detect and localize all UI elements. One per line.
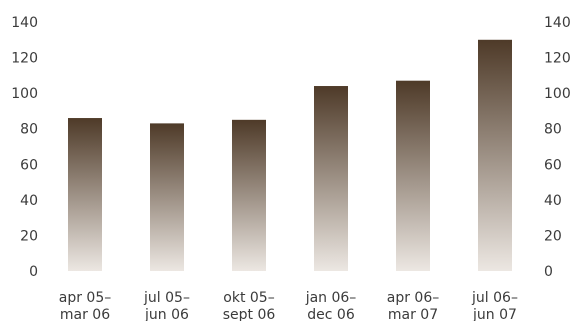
x-category-label-line: dec 06 — [307, 307, 355, 321]
y-tick-label-left: 60 — [20, 157, 38, 173]
y-axis-left: 0 20 40 60 80 100 120 140 — [11, 15, 38, 280]
y-tick-label-left: 120 — [11, 51, 38, 67]
y-tick-label-right: 100 — [544, 86, 571, 102]
x-category-label: jul 05– jun 06 — [143, 290, 190, 321]
x-axis-labels: apr 05– mar 06 jul 05– jun 06 okt 05– sept 06… — [59, 290, 518, 321]
bar — [150, 123, 184, 271]
x-category-label-line: mar 06 — [60, 307, 110, 321]
x-category-label-line: jan 06– — [305, 290, 357, 306]
x-category-label: apr 06– mar 07 — [387, 290, 440, 321]
x-category-label: okt 05– sept 06 — [223, 290, 276, 321]
y-tick-label-left: 40 — [20, 193, 38, 209]
x-category-label-line: jul 05– — [143, 290, 190, 306]
y-tick-label-left: 100 — [11, 86, 38, 102]
y-axis-right: 0 20 40 60 80 100 120 140 — [544, 15, 571, 280]
y-tick-label-left: 0 — [29, 264, 38, 280]
y-tick-label-right: 120 — [544, 51, 571, 67]
y-tick-label-right: 20 — [544, 228, 562, 244]
bar — [478, 39, 512, 272]
y-tick-label-left: 140 — [11, 15, 38, 31]
bars — [68, 39, 512, 272]
x-category-label: apr 05– mar 06 — [59, 290, 112, 321]
x-category-label-line: apr 05– — [59, 290, 112, 306]
x-category-label: jul 06– jun 07 — [471, 290, 518, 321]
x-category-label-line: okt 05– — [223, 290, 274, 306]
bar — [232, 119, 266, 271]
y-tick-label-left: 80 — [20, 122, 38, 138]
x-category-label-line: jul 06– — [471, 290, 518, 306]
y-tick-label-right: 40 — [544, 193, 562, 209]
bar — [68, 118, 102, 272]
y-tick-label-left: 20 — [20, 228, 38, 244]
x-category-label-line: sept 06 — [223, 307, 276, 321]
y-tick-label-right: 0 — [544, 264, 553, 280]
x-category-label: jan 06– dec 06 — [305, 290, 357, 321]
bar — [396, 80, 430, 271]
x-category-label-line: jun 07 — [472, 307, 517, 321]
y-tick-label-right: 80 — [544, 122, 562, 138]
x-category-label-line: mar 07 — [388, 307, 438, 321]
x-category-label-line: jun 06 — [144, 307, 189, 321]
y-tick-label-right: 140 — [544, 15, 571, 31]
x-category-label-line: apr 06– — [387, 290, 440, 306]
y-tick-label-right: 60 — [544, 157, 562, 173]
bar — [314, 86, 348, 272]
